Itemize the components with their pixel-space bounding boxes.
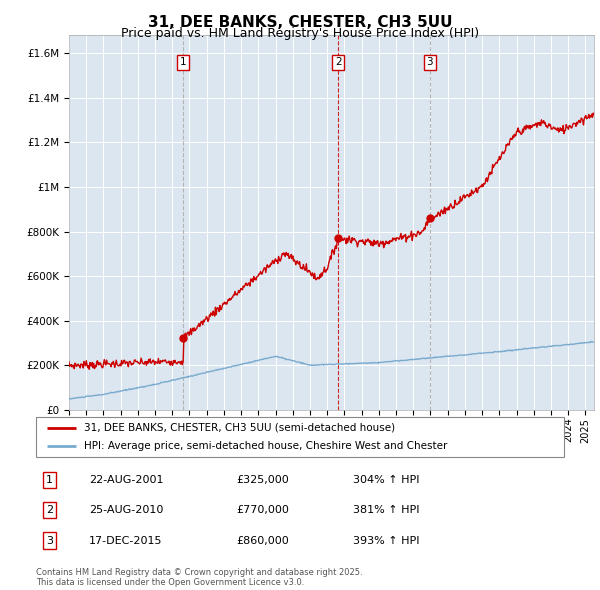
Text: £770,000: £770,000 xyxy=(236,506,290,515)
Text: 31, DEE BANKS, CHESTER, CH3 5UU (semi-detached house): 31, DEE BANKS, CHESTER, CH3 5UU (semi-de… xyxy=(83,423,395,433)
Text: Price paid vs. HM Land Registry's House Price Index (HPI): Price paid vs. HM Land Registry's House … xyxy=(121,27,479,40)
Text: 393% ↑ HPI: 393% ↑ HPI xyxy=(353,536,419,546)
FancyBboxPatch shape xyxy=(36,417,564,457)
Text: 31, DEE BANKS, CHESTER, CH3 5UU: 31, DEE BANKS, CHESTER, CH3 5UU xyxy=(148,15,452,30)
Text: Contains HM Land Registry data © Crown copyright and database right 2025.
This d: Contains HM Land Registry data © Crown c… xyxy=(36,568,362,587)
Text: 2: 2 xyxy=(46,506,53,515)
Text: 22-AUG-2001: 22-AUG-2001 xyxy=(89,475,163,485)
Text: £325,000: £325,000 xyxy=(236,475,289,485)
Text: 304% ↑ HPI: 304% ↑ HPI xyxy=(353,475,419,485)
Text: 1: 1 xyxy=(46,475,53,485)
Text: 25-AUG-2010: 25-AUG-2010 xyxy=(89,506,163,515)
Text: 3: 3 xyxy=(427,57,433,67)
Text: HPI: Average price, semi-detached house, Cheshire West and Chester: HPI: Average price, semi-detached house,… xyxy=(83,441,447,451)
Text: 3: 3 xyxy=(46,536,53,546)
Text: 381% ↑ HPI: 381% ↑ HPI xyxy=(353,506,419,515)
Text: 2: 2 xyxy=(335,57,341,67)
Text: £860,000: £860,000 xyxy=(236,536,289,546)
Text: 1: 1 xyxy=(180,57,187,67)
Text: 17-DEC-2015: 17-DEC-2015 xyxy=(89,536,162,546)
